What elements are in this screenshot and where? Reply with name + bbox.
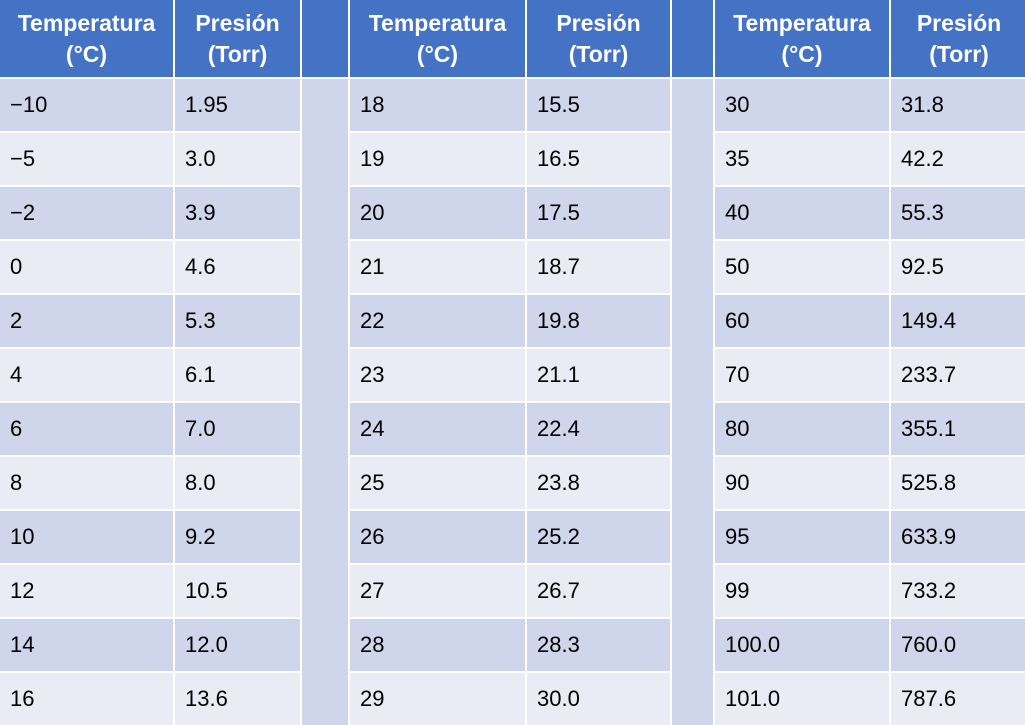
pressure-cell: 16.5: [527, 133, 670, 185]
pressure-cell: 787.6: [891, 673, 1025, 725]
temperature-cell: 28: [350, 619, 525, 671]
pressure-cell: 28.3: [527, 619, 670, 671]
pressure-cell: 25.2: [527, 511, 670, 563]
temperature-cell: 99: [715, 565, 889, 617]
temperature-cell: 22: [350, 295, 525, 347]
pressure-cell: 15.5: [527, 79, 670, 131]
temperature-cell: 29: [350, 673, 525, 725]
pressure-cell: 30.0: [527, 673, 670, 725]
temperature-cell: 25: [350, 457, 525, 509]
pressure-cell: 31.8: [891, 79, 1025, 131]
temperature-cell: 0: [0, 241, 173, 293]
pressure-cell: 1.95: [175, 79, 300, 131]
temperature-cell: −2: [0, 187, 173, 239]
header-temperature-1: Temperatura (°C): [0, 0, 173, 77]
temperature-cell: 60: [715, 295, 889, 347]
temperature-cell: 8: [0, 457, 173, 509]
pressure-cell: 92.5: [891, 241, 1025, 293]
temperature-cell: 90: [715, 457, 889, 509]
temperature-cell: 16: [0, 673, 173, 725]
pressure-cell: 21.1: [527, 349, 670, 401]
pressure-cell: 633.9: [891, 511, 1025, 563]
pressure-cell: 17.5: [527, 187, 670, 239]
temperature-cell: 10: [0, 511, 173, 563]
temperature-cell: 26: [350, 511, 525, 563]
temperature-cell: 40: [715, 187, 889, 239]
pressure-cell: 355.1: [891, 403, 1025, 455]
pressure-cell: 22.4: [527, 403, 670, 455]
temperature-cell: 80: [715, 403, 889, 455]
header-pressure-3: Presión (Torr): [891, 0, 1025, 77]
temperature-cell: 35: [715, 133, 889, 185]
temperature-cell: 20: [350, 187, 525, 239]
pressure-cell: 10.5: [175, 565, 300, 617]
pressure-cell: 13.6: [175, 673, 300, 725]
temperature-cell: 4: [0, 349, 173, 401]
pressure-cell: 4.6: [175, 241, 300, 293]
pressure-cell: 8.0: [175, 457, 300, 509]
temperature-cell: 101.0: [715, 673, 889, 725]
pressure-cell: 5.3: [175, 295, 300, 347]
temperature-cell: −5: [0, 133, 173, 185]
pressure-cell: 760.0: [891, 619, 1025, 671]
temperature-cell: 14: [0, 619, 173, 671]
temperature-cell: 6: [0, 403, 173, 455]
pressure-cell: 26.7: [527, 565, 670, 617]
temperature-cell: 24: [350, 403, 525, 455]
pressure-cell: 55.3: [891, 187, 1025, 239]
temperature-cell: 21: [350, 241, 525, 293]
column-separator-1: [302, 79, 348, 725]
temperature-cell: −10: [0, 79, 173, 131]
header-pressure-1: Presión (Torr): [175, 0, 300, 77]
temperature-cell: 18: [350, 79, 525, 131]
pressure-cell: 149.4: [891, 295, 1025, 347]
pressure-cell: 19.8: [527, 295, 670, 347]
temperature-cell: 95: [715, 511, 889, 563]
header-pressure-2: Presión (Torr): [527, 0, 670, 77]
temperature-cell: 19: [350, 133, 525, 185]
header-separator-1: [302, 0, 348, 77]
header-temperature-3: Temperatura (°C): [715, 0, 889, 77]
header-separator-2: [672, 0, 713, 77]
pressure-cell: 6.1: [175, 349, 300, 401]
temperature-cell: 100.0: [715, 619, 889, 671]
pressure-cell: 3.9: [175, 187, 300, 239]
pressure-cell: 7.0: [175, 403, 300, 455]
temperature-cell: 2: [0, 295, 173, 347]
temperature-cell: 23: [350, 349, 525, 401]
pressure-cell: 233.7: [891, 349, 1025, 401]
temperature-cell: 30: [715, 79, 889, 131]
temperature-cell: 12: [0, 565, 173, 617]
pressure-cell: 525.8: [891, 457, 1025, 509]
pressure-cell: 733.2: [891, 565, 1025, 617]
pressure-cell: 12.0: [175, 619, 300, 671]
temperature-cell: 70: [715, 349, 889, 401]
temperature-cell: 50: [715, 241, 889, 293]
pressure-cell: 23.8: [527, 457, 670, 509]
temperature-cell: 27: [350, 565, 525, 617]
pressure-cell: 42.2: [891, 133, 1025, 185]
header-temperature-2: Temperatura (°C): [350, 0, 525, 77]
column-separator-2: [672, 79, 713, 725]
pressure-cell: 3.0: [175, 133, 300, 185]
pressure-cell: 18.7: [527, 241, 670, 293]
pressure-cell: 9.2: [175, 511, 300, 563]
